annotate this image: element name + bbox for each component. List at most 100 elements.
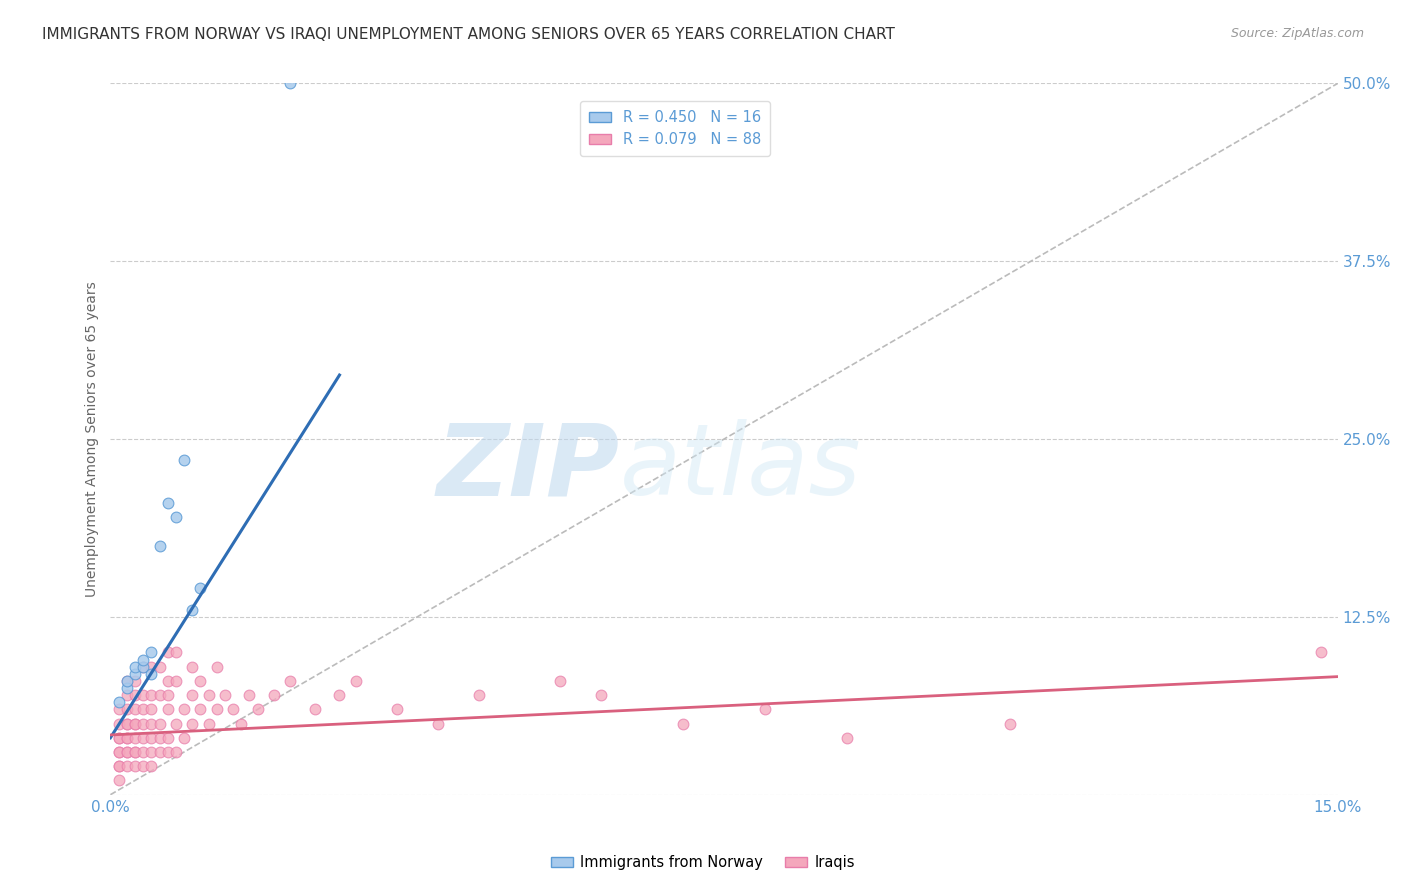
Point: [181, 603, 204, 617]
Point: [190, 673, 212, 688]
Point: [124, 731, 146, 745]
Point: [107, 759, 129, 773]
Point: [148, 716, 170, 731]
Point: [181, 716, 204, 731]
Point: [132, 745, 155, 759]
Point: [197, 716, 219, 731]
Point: [107, 731, 129, 745]
Point: [148, 688, 170, 702]
Point: [124, 745, 146, 759]
Point: [124, 666, 146, 681]
Point: [148, 745, 170, 759]
Point: [280, 673, 302, 688]
Point: [181, 659, 204, 673]
Point: [132, 688, 155, 702]
Legend: R = 0.450   N = 16, R = 0.079   N = 88: R = 0.450 N = 16, R = 0.079 N = 88: [581, 102, 769, 156]
Point: [124, 688, 146, 702]
Point: [141, 645, 163, 659]
Point: [115, 731, 138, 745]
Point: [107, 745, 129, 759]
Point: [124, 759, 146, 773]
Point: [115, 673, 138, 688]
Point: [148, 731, 170, 745]
Point: [214, 688, 236, 702]
Point: [107, 759, 129, 773]
Point: [141, 731, 163, 745]
Point: [148, 659, 170, 673]
Point: [173, 702, 195, 716]
Point: [115, 702, 138, 716]
Point: [115, 688, 138, 702]
Text: Source: ZipAtlas.com: Source: ZipAtlas.com: [1230, 27, 1364, 40]
Point: [550, 673, 572, 688]
Point: [132, 659, 155, 673]
Point: [1000, 716, 1022, 731]
Point: [141, 702, 163, 716]
Point: [115, 716, 138, 731]
Point: [132, 759, 155, 773]
Text: IMMIGRANTS FROM NORWAY VS IRAQI UNEMPLOYMENT AMONG SENIORS OVER 65 YEARS CORRELA: IMMIGRANTS FROM NORWAY VS IRAQI UNEMPLOY…: [42, 27, 896, 42]
Point: [246, 702, 269, 716]
Point: [124, 659, 146, 673]
Point: [205, 702, 228, 716]
Point: [115, 759, 138, 773]
Point: [156, 688, 179, 702]
Point: [107, 745, 129, 759]
Point: [115, 745, 138, 759]
Point: [173, 453, 195, 467]
Point: [173, 731, 195, 745]
Point: [124, 716, 146, 731]
Point: [344, 673, 367, 688]
Point: [238, 688, 260, 702]
Point: [1310, 645, 1333, 659]
Point: [141, 666, 163, 681]
Point: [591, 688, 613, 702]
Point: [124, 716, 146, 731]
Y-axis label: Unemployment Among Seniors over 65 years: Unemployment Among Seniors over 65 years: [86, 281, 100, 597]
Point: [148, 539, 170, 553]
Point: [132, 731, 155, 745]
Point: [115, 745, 138, 759]
Legend: Immigrants from Norway, Iraqis: Immigrants from Norway, Iraqis: [546, 849, 860, 876]
Point: [205, 659, 228, 673]
Point: [132, 652, 155, 666]
Point: [115, 673, 138, 688]
Point: [231, 716, 253, 731]
Text: atlas: atlas: [620, 419, 862, 516]
Point: [156, 731, 179, 745]
Point: [304, 702, 326, 716]
Point: [132, 716, 155, 731]
Point: [165, 673, 187, 688]
Point: [156, 496, 179, 510]
Text: ZIP: ZIP: [437, 419, 620, 516]
Point: [115, 681, 138, 695]
Point: [426, 716, 449, 731]
Point: [115, 731, 138, 745]
Point: [156, 673, 179, 688]
Point: [835, 731, 858, 745]
Point: [385, 702, 408, 716]
Point: [165, 510, 187, 524]
Point: [754, 702, 776, 716]
Point: [132, 659, 155, 673]
Point: [467, 688, 489, 702]
Point: [107, 731, 129, 745]
Point: [124, 673, 146, 688]
Point: [181, 688, 204, 702]
Point: [141, 759, 163, 773]
Point: [141, 716, 163, 731]
Point: [141, 688, 163, 702]
Point: [107, 702, 129, 716]
Point: [672, 716, 695, 731]
Point: [197, 688, 219, 702]
Point: [165, 745, 187, 759]
Point: [190, 702, 212, 716]
Point: [156, 702, 179, 716]
Point: [263, 688, 285, 702]
Point: [141, 745, 163, 759]
Point: [107, 695, 129, 709]
Point: [124, 702, 146, 716]
Point: [328, 688, 350, 702]
Point: [156, 745, 179, 759]
Point: [124, 745, 146, 759]
